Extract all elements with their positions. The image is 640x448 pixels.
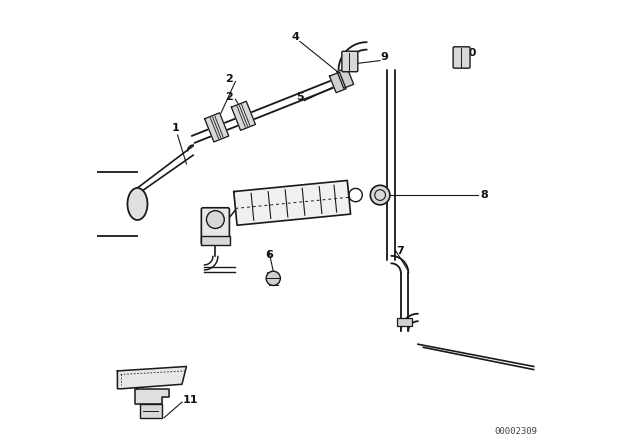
Text: 5: 5 [296,92,304,102]
Text: 4: 4 [292,32,300,42]
Polygon shape [337,68,354,88]
Text: 00002309: 00002309 [494,426,538,435]
Text: 10: 10 [461,47,477,58]
Text: 7: 7 [396,246,404,256]
Text: 8: 8 [481,190,488,200]
Bar [140,404,162,418]
Text: 1: 1 [172,123,179,133]
Text: 3: 3 [265,272,273,282]
FancyBboxPatch shape [202,208,229,245]
Circle shape [266,271,280,285]
Polygon shape [232,101,255,130]
Bar [397,319,412,326]
Circle shape [371,185,390,205]
Bar [201,236,230,245]
Polygon shape [117,366,186,389]
Polygon shape [234,181,351,225]
Text: 11: 11 [183,395,198,405]
Polygon shape [330,72,346,93]
Polygon shape [205,113,228,142]
Text: 6: 6 [265,250,273,260]
Circle shape [207,211,224,228]
Text: 2: 2 [225,74,232,84]
FancyBboxPatch shape [453,47,470,68]
Polygon shape [135,389,168,404]
FancyBboxPatch shape [342,51,358,72]
Ellipse shape [127,188,147,220]
Text: 9: 9 [381,52,388,62]
Text: 2: 2 [225,92,232,102]
